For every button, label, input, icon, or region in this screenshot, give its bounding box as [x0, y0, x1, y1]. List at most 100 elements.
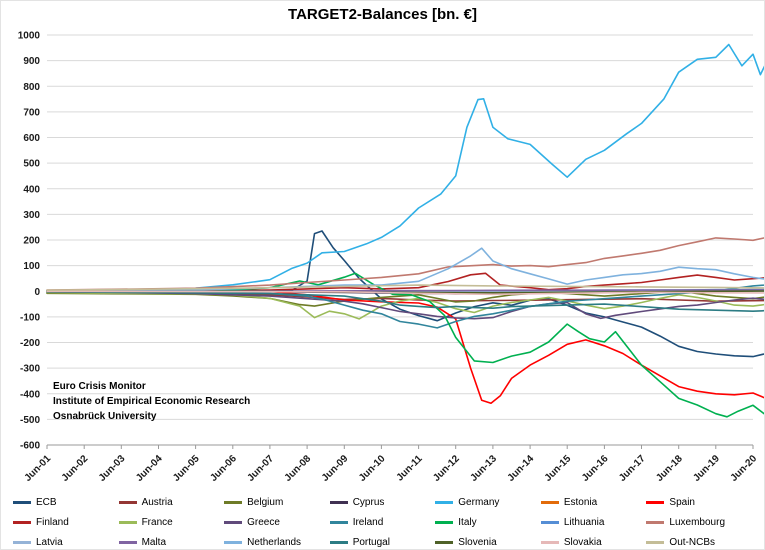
- x-axis-tick-label: Jun-02: [60, 453, 91, 484]
- y-axis-tick-label: -100: [20, 312, 40, 323]
- x-axis-tick-label: Jun-03: [97, 453, 128, 484]
- legend-marker: [13, 540, 31, 544]
- y-axis-tick-label: 600: [23, 133, 40, 144]
- series-line-slovakia: [46, 290, 764, 296]
- y-axis-tick-label: 200: [23, 236, 40, 247]
- y-axis-tick-label: -200: [20, 338, 40, 349]
- legend-label: France: [141, 516, 173, 528]
- legend-item-belgium: Belgium: [224, 497, 330, 508]
- legend-marker: [13, 500, 31, 504]
- y-axis-tick-label: 1000: [18, 31, 41, 42]
- legend-item-ireland: Ireland: [329, 516, 436, 528]
- series-line-netherlands: [46, 247, 764, 292]
- y-axis-tick-label: 0: [34, 287, 40, 298]
- legend-label: Ireland: [352, 516, 384, 528]
- x-axis-tick-label: Jun-11: [395, 453, 425, 483]
- series-line-finland: [46, 272, 764, 293]
- legend-item-austria: Austria: [118, 496, 225, 508]
- legend-item-slovakia: Slovakia: [540, 536, 647, 548]
- legend-marker: [435, 540, 454, 544]
- chart-legend: ECB Austria Belgium Cyprus Germany Estonia Spa…: [7, 490, 758, 549]
- series-line-italy: [46, 272, 764, 418]
- annotation-line: Euro Crisis Monitor: [53, 381, 146, 392]
- x-axis-tick-label: Jun-14: [506, 453, 537, 484]
- legend-item-luxembourg: Luxembourg: [646, 517, 752, 528]
- y-axis-tick-label: 800: [23, 82, 40, 93]
- legend-label: Luxembourg: [669, 516, 726, 528]
- legend-label: Latvia: [36, 536, 63, 548]
- y-axis-tick-label: 900: [23, 56, 40, 67]
- legend-marker: [540, 500, 559, 504]
- legend-item-out-ncbs: Out-NCBs: [646, 537, 752, 548]
- legend-label: Finland: [36, 516, 69, 528]
- x-axis-tick-label: Jun-09: [320, 453, 351, 484]
- annotation-line: Institute of Empirical Economic Research: [53, 396, 250, 407]
- legend-label: Austria: [141, 496, 173, 508]
- annotation-line: Osnabrück University: [53, 411, 157, 422]
- legend-marker: [329, 540, 348, 544]
- legend-label: Lithuania: [563, 516, 605, 528]
- chart-title: TARGET2-Balances [bn. €]: [288, 6, 477, 23]
- x-axis-tick-label: Jun-04: [134, 453, 165, 484]
- series-line-france: [46, 291, 764, 320]
- legend-marker: [646, 540, 665, 544]
- legend-marker: [224, 540, 243, 544]
- series-line-spain: [46, 290, 764, 405]
- x-axis-tick-label: Jun-07: [245, 453, 276, 484]
- series-line-out-ncbs: [46, 284, 764, 292]
- legend-item-lithuania: Lithuania: [540, 516, 647, 528]
- y-axis-tick-label: 500: [23, 159, 40, 170]
- series-line-germany: [46, 43, 764, 292]
- x-axis-tick-label: Jun-20: [729, 453, 760, 484]
- legend-label: Cyprus: [352, 496, 385, 508]
- legend-label: Italy: [458, 516, 477, 528]
- x-axis-tick-label: Jun-08: [283, 453, 314, 484]
- legend-item-france: France: [118, 516, 225, 528]
- y-axis-tick-label: 100: [23, 261, 40, 272]
- legend-item-italy: Italy: [435, 517, 541, 528]
- legend-item-malta: Malta: [118, 536, 225, 548]
- legend-marker: [224, 520, 243, 524]
- y-axis-tick-label: 700: [23, 107, 40, 118]
- legend-item-latvia: Latvia: [13, 537, 119, 548]
- legend-marker: [118, 540, 137, 544]
- legend-label: Portugal: [352, 536, 390, 548]
- x-axis-tick-label: Jun-18: [654, 453, 685, 484]
- legend-label: Slovenia: [458, 536, 497, 548]
- legend-item-cyprus: Cyprus: [329, 496, 436, 508]
- legend-label: Slovakia: [563, 536, 602, 548]
- legend-label: Estonia: [563, 496, 598, 508]
- series-line-malta: [46, 289, 764, 293]
- legend-item-slovenia: Slovenia: [435, 537, 541, 548]
- legend-marker: [329, 520, 348, 524]
- legend-marker: [224, 500, 243, 504]
- legend-marker: [329, 500, 348, 504]
- legend-label: Malta: [141, 536, 167, 548]
- plot-area: -600 -500 -400 -300 -200 -100 0 100 200 300 400 500…: [18, 31, 764, 484]
- legend-item-netherlands: Netherlands: [224, 537, 330, 548]
- legend-marker: [435, 520, 454, 524]
- legend-label: Netherlands: [247, 536, 302, 548]
- legend-marker: [118, 520, 137, 524]
- legend-label: ECB: [36, 496, 57, 508]
- y-axis-tick-label: -300: [20, 364, 40, 375]
- x-axis-tick-label: Jun-15: [543, 453, 574, 484]
- y-axis-tick-label: 400: [23, 184, 40, 195]
- legend-marker: [540, 520, 559, 524]
- legend-item-greece: Greece: [224, 517, 330, 528]
- legend-marker: [646, 500, 665, 504]
- x-axis-tick-label: Jun-05: [171, 453, 202, 484]
- legend-marker: [435, 500, 454, 504]
- x-axis-tick-label: Jun-16: [580, 453, 611, 484]
- legend-item-portugal: Portugal: [329, 536, 436, 548]
- legend-label: Spain: [669, 496, 695, 508]
- y-axis-tick-label: -500: [20, 415, 40, 426]
- legend-label: Germany: [458, 496, 500, 508]
- legend-item-ecb: ECB: [13, 497, 119, 508]
- legend-marker: [646, 520, 665, 524]
- legend-marker: [13, 520, 31, 524]
- legend-label: Out-NCBs: [669, 536, 715, 548]
- series-line-portugal: [46, 290, 764, 313]
- x-axis-tick-label: Jun-13: [468, 453, 499, 484]
